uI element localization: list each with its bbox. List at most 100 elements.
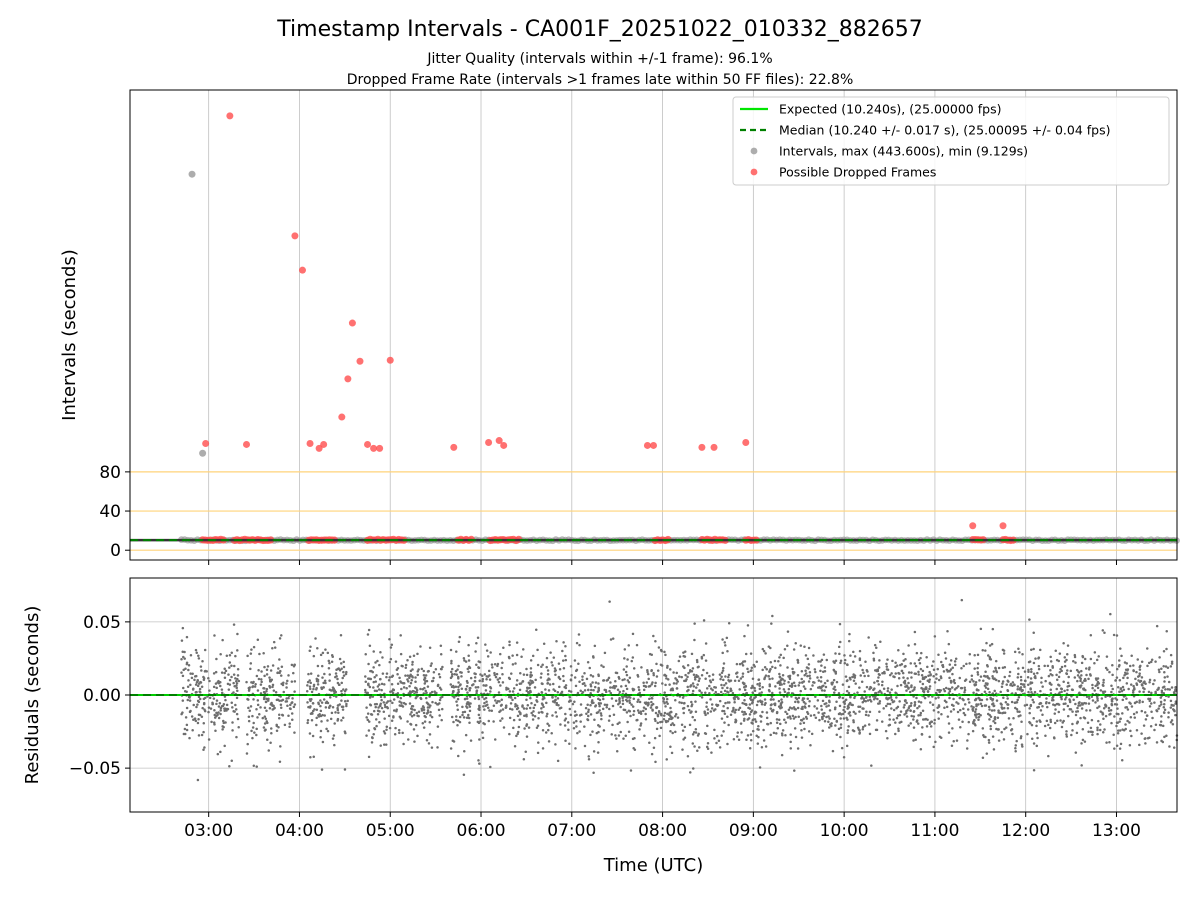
residual-point — [741, 664, 745, 667]
residual-point — [706, 708, 710, 711]
legend-entry-label: Possible Dropped Frames — [779, 165, 936, 180]
residual-point — [602, 729, 606, 732]
residual-point — [203, 746, 206, 749]
residual-point — [898, 672, 901, 675]
residual-point — [579, 703, 583, 706]
residual-point — [959, 726, 962, 729]
residual-point — [315, 723, 318, 727]
residual-point — [1170, 719, 1174, 722]
residual-point — [711, 678, 715, 681]
residual-point — [535, 699, 538, 702]
residual-point — [985, 641, 988, 645]
residual-point — [1013, 701, 1017, 705]
residual-point — [868, 710, 872, 714]
residual-point — [991, 627, 995, 631]
residual-point — [1009, 723, 1012, 726]
residual-point — [481, 674, 484, 677]
residual-point — [327, 666, 331, 670]
residual-point — [856, 691, 859, 694]
residual-point — [493, 673, 497, 677]
residual-point — [464, 660, 468, 663]
residual-point — [668, 717, 671, 721]
residual-point — [997, 739, 1001, 742]
residual-point — [319, 653, 323, 657]
residual-point — [1166, 666, 1170, 669]
residual-point — [1062, 680, 1065, 683]
residual-point — [892, 718, 895, 721]
residual-point — [1023, 670, 1027, 673]
residual-point — [1136, 658, 1139, 661]
residual-point — [1077, 704, 1080, 707]
residual-point — [901, 671, 905, 675]
residual-point — [800, 707, 803, 711]
residual-point — [751, 729, 755, 733]
residual-point — [1039, 689, 1042, 693]
residual-point — [1046, 664, 1050, 668]
residual-point — [820, 704, 823, 708]
residual-point — [438, 698, 442, 702]
residual-point — [187, 679, 190, 682]
residual-point — [305, 690, 309, 693]
residual-point — [913, 662, 917, 665]
residual-point — [592, 689, 595, 692]
residual-point — [232, 623, 236, 626]
residual-point — [903, 665, 907, 668]
residual-point — [750, 698, 754, 702]
residual-point — [227, 688, 231, 691]
residual-point — [1115, 703, 1119, 706]
residual-point — [720, 683, 723, 687]
residual-point — [1146, 647, 1149, 650]
residual-point — [1000, 731, 1003, 734]
residual-point — [1099, 723, 1102, 726]
residual-point — [1029, 687, 1032, 690]
residual-point — [1140, 683, 1144, 687]
residual-point — [732, 706, 735, 710]
residual-point — [197, 734, 201, 737]
residual-point — [921, 718, 925, 721]
residual-point — [1074, 713, 1078, 717]
residual-point — [783, 718, 786, 722]
residual-point — [569, 665, 573, 668]
residual-point — [821, 729, 825, 732]
residual-point — [621, 678, 624, 682]
residual-point — [681, 696, 685, 699]
residual-point — [938, 735, 942, 738]
residual-point — [1148, 699, 1151, 703]
residual-point — [806, 697, 810, 700]
dropped-frame-point — [202, 439, 210, 447]
residual-point — [396, 682, 400, 686]
residual-point — [1091, 733, 1094, 736]
residual-point — [804, 715, 808, 719]
residual-point — [183, 727, 187, 731]
residual-point — [236, 689, 239, 693]
residual-point — [510, 672, 513, 675]
residual-point — [839, 723, 843, 726]
dropped-frame-point — [710, 443, 718, 451]
residual-point — [670, 717, 673, 721]
residual-point — [645, 681, 649, 684]
residual-point — [1097, 719, 1100, 723]
residual-point — [1119, 717, 1122, 721]
residual-point — [697, 732, 700, 736]
residual-point — [315, 686, 318, 690]
residual-point — [217, 682, 221, 685]
residual-point — [194, 719, 198, 723]
residual-point — [921, 709, 925, 713]
residual-point — [627, 730, 631, 734]
residual-point — [457, 664, 460, 668]
residual-point — [525, 735, 529, 738]
residual-point — [591, 681, 594, 684]
residual-point — [236, 649, 239, 652]
residuals-y-tick-label: 0.05 — [83, 613, 121, 633]
residual-point — [561, 659, 565, 662]
residual-point — [842, 708, 845, 712]
residual-point — [832, 687, 835, 690]
residual-point — [1148, 678, 1152, 682]
residual-point — [803, 727, 806, 731]
residual-point — [211, 702, 215, 706]
residual-point — [807, 667, 810, 670]
residual-point — [945, 668, 949, 672]
residual-point — [652, 673, 655, 677]
residual-point — [342, 665, 346, 669]
residual-point — [623, 648, 627, 651]
